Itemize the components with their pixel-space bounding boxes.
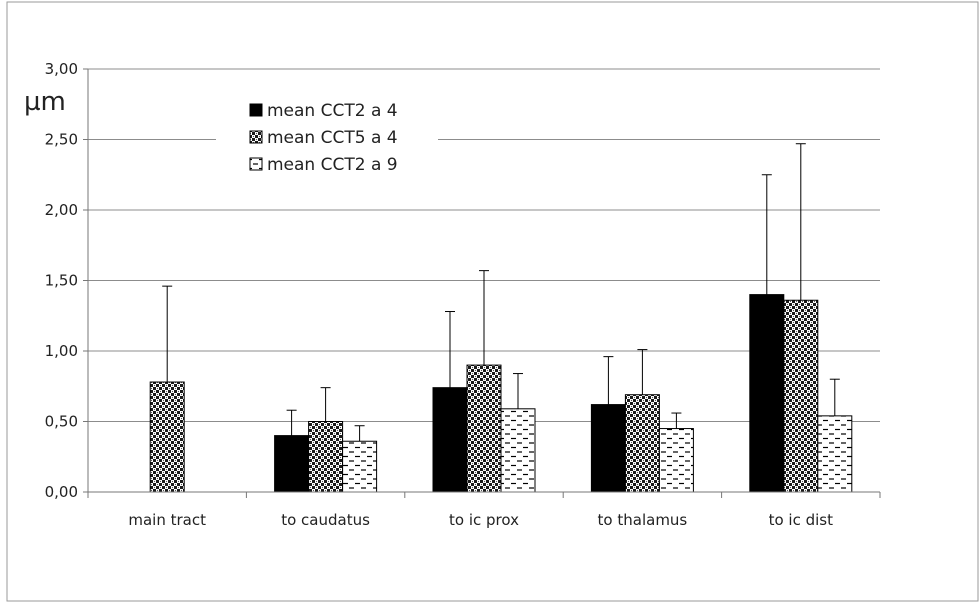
y-tick-label: 2,50 — [45, 131, 78, 149]
x-tick-label: to caudatus — [281, 511, 370, 529]
x-tick-label: main tract — [128, 511, 206, 529]
bar-dashes — [658, 428, 694, 493]
legend-entry: mean CCT2 a 9 — [267, 155, 398, 175]
bar-dashes — [500, 408, 536, 493]
bar-checker — [149, 381, 185, 493]
y-tick-label: 3,00 — [45, 60, 78, 78]
legend: mean CCT2 a 4 mean CCT5 a 4 mean CCT2 a 9 — [249, 101, 398, 175]
bar-checker — [783, 299, 819, 493]
legend-entry: mean CCT5 a 4 — [267, 128, 398, 148]
legend-entry: mean CCT2 a 4 — [267, 101, 398, 121]
y-tick-label: 1,00 — [45, 342, 78, 360]
bar-solid-black — [590, 404, 626, 493]
bar-solid-black — [749, 294, 785, 493]
x-tick-label: to ic prox — [449, 511, 519, 529]
bar-solid-black — [432, 387, 468, 493]
bars — [149, 143, 853, 493]
bar-dashes — [817, 415, 853, 493]
axes: 0,00 0,50 1,00 1,50 2,00 2,50 3,00 main tract to… — [45, 60, 881, 529]
y-tick-label: 0,50 — [45, 413, 78, 431]
y-tick-label: 0,00 — [45, 483, 78, 501]
bar-dashes — [342, 440, 378, 493]
chart-border — [6, 1, 979, 602]
y-axis-label: µm — [24, 87, 66, 117]
y-tick-label: 2,00 — [45, 201, 78, 219]
bar-checker — [308, 421, 344, 493]
bar-solid-black — [274, 435, 310, 493]
legend-swatch — [249, 157, 263, 171]
bar-checker — [624, 394, 660, 493]
legend-swatch — [249, 130, 263, 144]
x-tick-label: to ic dist — [769, 511, 834, 529]
legend-swatch — [249, 103, 263, 117]
y-tick-label: 1,50 — [45, 272, 78, 290]
bar-checker — [466, 364, 502, 493]
x-tick-label: to thalamus — [598, 511, 688, 529]
